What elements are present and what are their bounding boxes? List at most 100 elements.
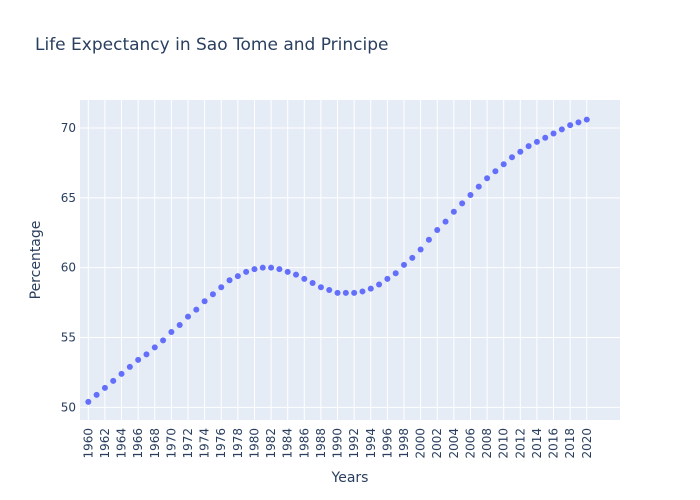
x-tick-label: 2002	[430, 428, 444, 459]
data-point	[533, 138, 540, 145]
data-point	[268, 264, 275, 271]
data-point	[359, 288, 366, 295]
data-point	[459, 200, 466, 207]
data-point	[434, 226, 441, 233]
x-tick-label: 2006	[463, 428, 477, 459]
data-point	[185, 313, 191, 320]
data-point	[226, 277, 233, 284]
data-point	[301, 275, 308, 282]
y-tick-label: 55	[61, 331, 76, 345]
x-tick-label: 2010	[497, 428, 511, 459]
x-tick-label: 1964	[115, 428, 129, 459]
data-point	[575, 119, 582, 126]
x-tick-label: 1972	[181, 428, 195, 459]
data-point	[326, 287, 333, 294]
data-point	[176, 321, 183, 328]
data-point	[85, 398, 92, 405]
x-tick-label: 1978	[231, 428, 245, 459]
data-point	[542, 134, 549, 141]
data-point	[351, 289, 358, 296]
data-point	[425, 236, 432, 243]
data-point	[293, 271, 299, 278]
x-tick-label: 2000	[414, 428, 428, 459]
data-point	[500, 161, 507, 168]
data-point	[334, 289, 341, 296]
data-point	[558, 126, 565, 133]
data-point	[126, 363, 133, 370]
gridlines	[80, 100, 620, 420]
x-tick-label: 1970	[164, 428, 178, 459]
data-point	[151, 344, 158, 351]
x-tick-label: 1962	[98, 428, 112, 459]
data-point	[342, 289, 349, 296]
y-axis-ticks: 50 55 60 65 70	[61, 121, 76, 414]
data-point	[567, 122, 574, 129]
x-tick-label: 1980	[247, 428, 261, 459]
data-point	[484, 175, 491, 182]
data-point	[376, 281, 383, 288]
data-point	[234, 273, 241, 280]
x-tick-label: 2018	[563, 428, 577, 459]
data-point	[193, 306, 200, 313]
data-point	[317, 284, 324, 291]
x-tick-label: 1996	[380, 428, 394, 459]
x-tick-label: 1990	[331, 428, 345, 459]
data-point	[417, 246, 424, 253]
x-tick-label: 1968	[148, 428, 162, 459]
x-tick-label: 2020	[580, 428, 594, 459]
data-point	[401, 261, 407, 268]
x-tick-label: 1966	[131, 428, 145, 459]
data-point	[492, 168, 499, 175]
data-point	[160, 337, 167, 344]
data-point	[517, 148, 524, 155]
x-tick-label: 2004	[447, 428, 461, 459]
x-tick-label: 1998	[397, 428, 411, 459]
data-point	[583, 116, 590, 123]
data-point	[201, 298, 208, 305]
x-tick-label: 2016	[547, 428, 561, 459]
data-point	[525, 143, 532, 150]
x-tick-label: 2014	[530, 428, 544, 459]
data-point	[550, 130, 557, 137]
data-point	[442, 218, 449, 225]
data-points	[85, 116, 590, 405]
data-point	[450, 208, 457, 215]
x-tick-label: 1986	[297, 428, 311, 459]
x-tick-label: 2008	[480, 428, 494, 459]
data-point	[384, 275, 391, 282]
plot-area	[80, 100, 620, 420]
chart-title: Life Expectancy in Sao Tome and Principe	[35, 35, 389, 55]
x-tick-label: 1982	[264, 428, 278, 459]
data-point	[259, 264, 266, 271]
x-tick-label: 1984	[281, 428, 295, 459]
data-point	[392, 270, 399, 277]
data-point	[467, 192, 474, 199]
x-tick-label: 1992	[347, 428, 361, 459]
data-point	[118, 370, 125, 377]
data-point	[309, 280, 316, 287]
data-point	[367, 285, 374, 292]
data-point	[475, 183, 482, 190]
x-tick-label: 1960	[81, 428, 95, 459]
x-tick-label: 1988	[314, 428, 328, 459]
x-tick-label: 1976	[214, 428, 228, 459]
data-point	[218, 284, 225, 291]
x-axis-ticks: 1960 1962 1964 1966 1968 1970 1972 1974 1976 1978…	[81, 428, 593, 459]
x-axis-label: Years	[331, 470, 369, 486]
data-point	[110, 377, 117, 384]
data-point	[251, 266, 258, 273]
data-point	[168, 328, 175, 335]
data-point	[509, 154, 515, 161]
data-point	[409, 254, 416, 261]
y-tick-label: 50	[61, 400, 76, 414]
x-tick-label: 1994	[364, 428, 378, 459]
data-point	[209, 291, 216, 298]
data-point	[243, 268, 250, 275]
y-axis-label: Percentage	[28, 221, 44, 300]
data-point	[143, 351, 150, 358]
data-point	[276, 266, 283, 273]
data-point	[135, 356, 142, 363]
data-point	[93, 391, 100, 398]
y-tick-label: 65	[61, 191, 76, 205]
